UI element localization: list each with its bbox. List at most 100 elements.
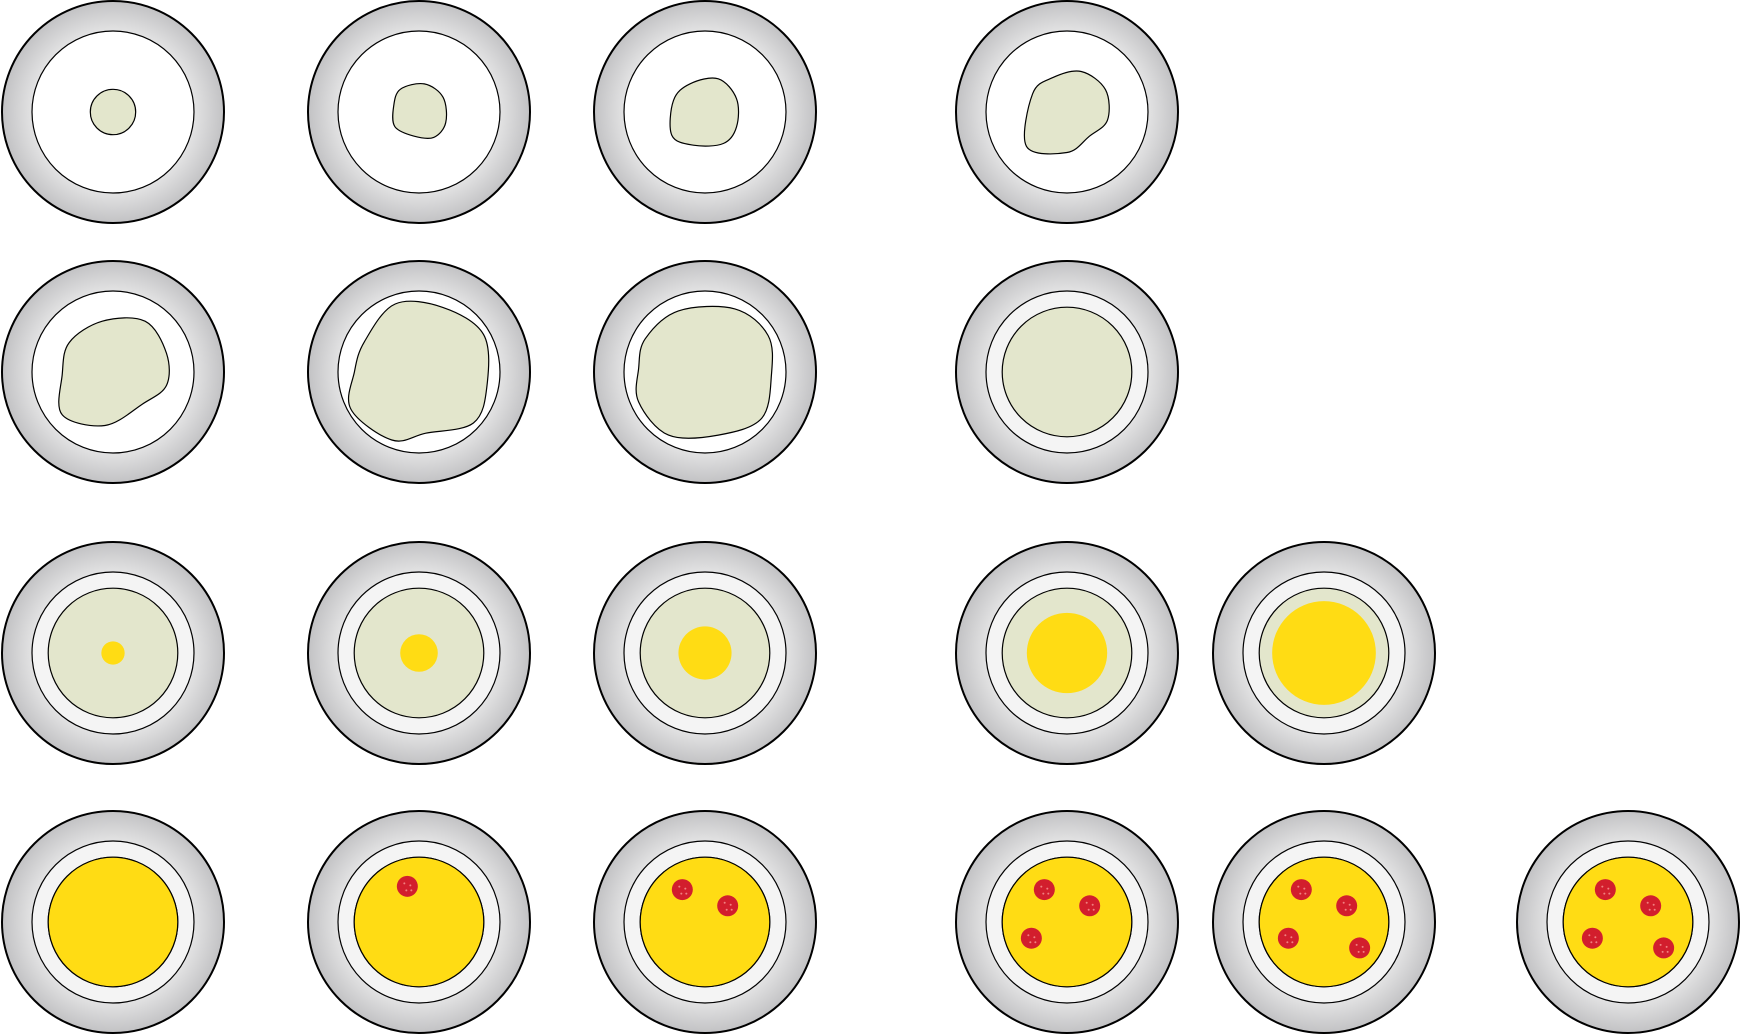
- plate-r3c4: [955, 541, 1179, 765]
- pepperoni-speck: [1588, 934, 1591, 937]
- pepperoni-speck: [725, 908, 728, 911]
- dough-blob: [1023, 70, 1110, 155]
- pepperoni-speck: [1603, 892, 1606, 895]
- pepperoni-speck: [1648, 908, 1651, 911]
- pepperoni-speck: [1653, 908, 1656, 911]
- plate-r4c4: [955, 810, 1179, 1034]
- cheese-layer: [101, 641, 125, 665]
- pepperoni-speck: [1590, 941, 1593, 944]
- dough-blob: [669, 77, 740, 147]
- pepperoni-speck: [403, 882, 406, 885]
- plate-r1c2: [307, 0, 531, 224]
- pepperoni-speck: [405, 889, 408, 892]
- pepperoni-speck: [1349, 908, 1352, 911]
- cheese-layer: [353, 856, 485, 988]
- pepperoni-speck: [1607, 887, 1610, 890]
- dough-blob: [58, 317, 170, 427]
- pepperoni-speck: [1091, 903, 1094, 906]
- cheese-layer: [1001, 856, 1133, 988]
- pepperoni-speck: [1665, 945, 1668, 948]
- pepperoni-speck: [1608, 892, 1611, 895]
- plate-r2c3: [593, 260, 817, 484]
- pepperoni-speck: [1297, 885, 1300, 888]
- plate-r3c1: [1, 541, 225, 765]
- pepperoni-speck: [1034, 941, 1037, 944]
- pepperoni-speck: [1595, 941, 1598, 944]
- pepperoni-slice: [1079, 895, 1101, 917]
- pepperoni-speck: [730, 908, 733, 911]
- pepperoni-speck: [680, 892, 683, 895]
- plate-r3c5: [1212, 541, 1436, 765]
- pepperoni-speck: [1042, 892, 1045, 895]
- pepperoni-speck: [1348, 903, 1351, 906]
- cheese-layer: [639, 856, 771, 988]
- pepperoni-speck: [1284, 934, 1287, 937]
- pepperoni-speck: [729, 903, 732, 906]
- plate-r3c2: [307, 541, 531, 765]
- cheese-layer: [1026, 612, 1108, 694]
- plate-r1c1: [1, 0, 225, 224]
- pepperoni-speck: [1029, 941, 1032, 944]
- cheese-layer: [47, 856, 179, 988]
- cheese-layer: [1272, 601, 1376, 705]
- pepperoni-speck: [1601, 885, 1604, 888]
- plate-r1c3: [593, 0, 817, 224]
- pepperoni-speck: [684, 887, 687, 890]
- plate-r4c1: [1, 810, 225, 1034]
- pepperoni-speck: [1299, 892, 1302, 895]
- pepperoni-speck: [1047, 892, 1050, 895]
- pepperoni-slice: [1277, 927, 1299, 949]
- pepperoni-slice: [1594, 879, 1616, 901]
- pepperoni-slice: [1653, 937, 1675, 959]
- pepperoni-slice: [1033, 879, 1055, 901]
- pepperoni-speck: [1286, 941, 1289, 944]
- pepperoni-speck: [1362, 950, 1365, 953]
- pepperoni-speck: [1046, 887, 1049, 890]
- dough-circle: [1001, 306, 1133, 438]
- plate-r4c2: [307, 810, 531, 1034]
- plate-r2c4: [955, 260, 1179, 484]
- pepperoni-speck: [1342, 901, 1345, 904]
- pepperoni-speck: [1661, 950, 1664, 953]
- pepperoni-speck: [1355, 943, 1358, 946]
- pepperoni-speck: [409, 884, 412, 887]
- pepperoni-speck: [1344, 908, 1347, 911]
- pepperoni-speck: [1304, 892, 1307, 895]
- pepperoni-speck: [1033, 936, 1036, 939]
- dough-blob: [392, 83, 448, 140]
- plate-r4c6: [1516, 810, 1740, 1034]
- pepperoni-speck: [1646, 901, 1649, 904]
- cheese-layer: [400, 634, 438, 672]
- dough-circle: [89, 88, 137, 136]
- pepperoni-speck: [1291, 941, 1294, 944]
- pepperoni-speck: [1027, 934, 1030, 937]
- pepperoni-speck: [1092, 908, 1095, 911]
- pepperoni-speck: [1357, 950, 1360, 953]
- pepperoni-speck: [685, 892, 688, 895]
- pepperoni-slice: [396, 875, 418, 897]
- pepperoni-speck: [1085, 901, 1088, 904]
- pepperoni-speck: [410, 889, 413, 892]
- pepperoni-slice: [671, 879, 693, 901]
- pepperoni-speck: [1303, 887, 1306, 890]
- dough-blob: [635, 305, 774, 439]
- plate-r4c5: [1212, 810, 1436, 1034]
- pepperoni-slice: [1020, 927, 1042, 949]
- pepperoni-slice: [1336, 895, 1358, 917]
- pepperoni-slice: [1581, 927, 1603, 949]
- pepperoni-slice: [1290, 879, 1312, 901]
- pepperoni-speck: [1652, 903, 1655, 906]
- plate-r2c1: [1, 260, 225, 484]
- cheese-layer: [678, 626, 732, 680]
- pepperoni-speck: [1290, 936, 1293, 939]
- cheese-layer: [1562, 856, 1694, 988]
- cheese-layer: [1258, 856, 1390, 988]
- plate-r4c3: [593, 810, 817, 1034]
- pepperoni-speck: [1040, 885, 1043, 888]
- pepperoni-speck: [1087, 908, 1090, 911]
- plate-r3c3: [593, 541, 817, 765]
- pepperoni-speck: [678, 885, 681, 888]
- pepperoni-speck: [1361, 945, 1364, 948]
